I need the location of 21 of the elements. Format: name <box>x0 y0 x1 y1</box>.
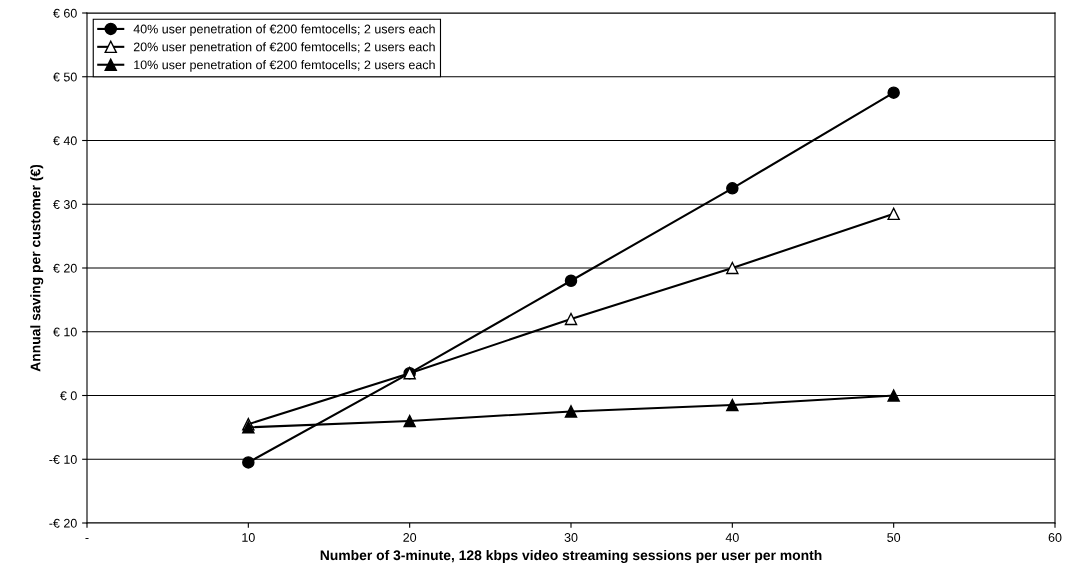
y-tick-label: -€ 20 <box>49 518 77 528</box>
y-tick-label: € 20 <box>53 263 77 273</box>
legend-label: 10% user penetration of €200 femtocells; 2 users each <box>134 60 435 72</box>
legend-label: 20% user penetration of €200 femtocells; 2 users each <box>133 42 435 54</box>
y-axis-title: Annual saving per customer (€) <box>30 164 44 372</box>
y-tick-label: € 40 <box>53 136 77 146</box>
x-axis-title: Number of 3-minute, 128 kbps video streaming sessions per user per month <box>320 549 822 563</box>
x-tick-label: 60 <box>1048 533 1062 542</box>
x-tick-label: 30 <box>564 533 578 542</box>
x-tick-label: 40 <box>725 533 739 542</box>
x-tick-label: - <box>85 537 89 539</box>
y-tick-label: € 30 <box>53 200 77 209</box>
y-tick-label: € 50 <box>53 72 77 82</box>
x-tick-label: 20 <box>403 533 417 542</box>
y-tick-label: -€ 10 <box>49 455 77 464</box>
x-tick-label: 50 <box>887 533 901 542</box>
legend-label: 40% user penetration of €200 femtocells; 2 users each <box>133 24 435 36</box>
y-tick-label: € 60 <box>53 8 77 18</box>
y-tick-label: € 10 <box>53 327 77 337</box>
y-tick-label: € 0 <box>60 391 77 401</box>
x-tick-label: 10 <box>242 533 255 542</box>
